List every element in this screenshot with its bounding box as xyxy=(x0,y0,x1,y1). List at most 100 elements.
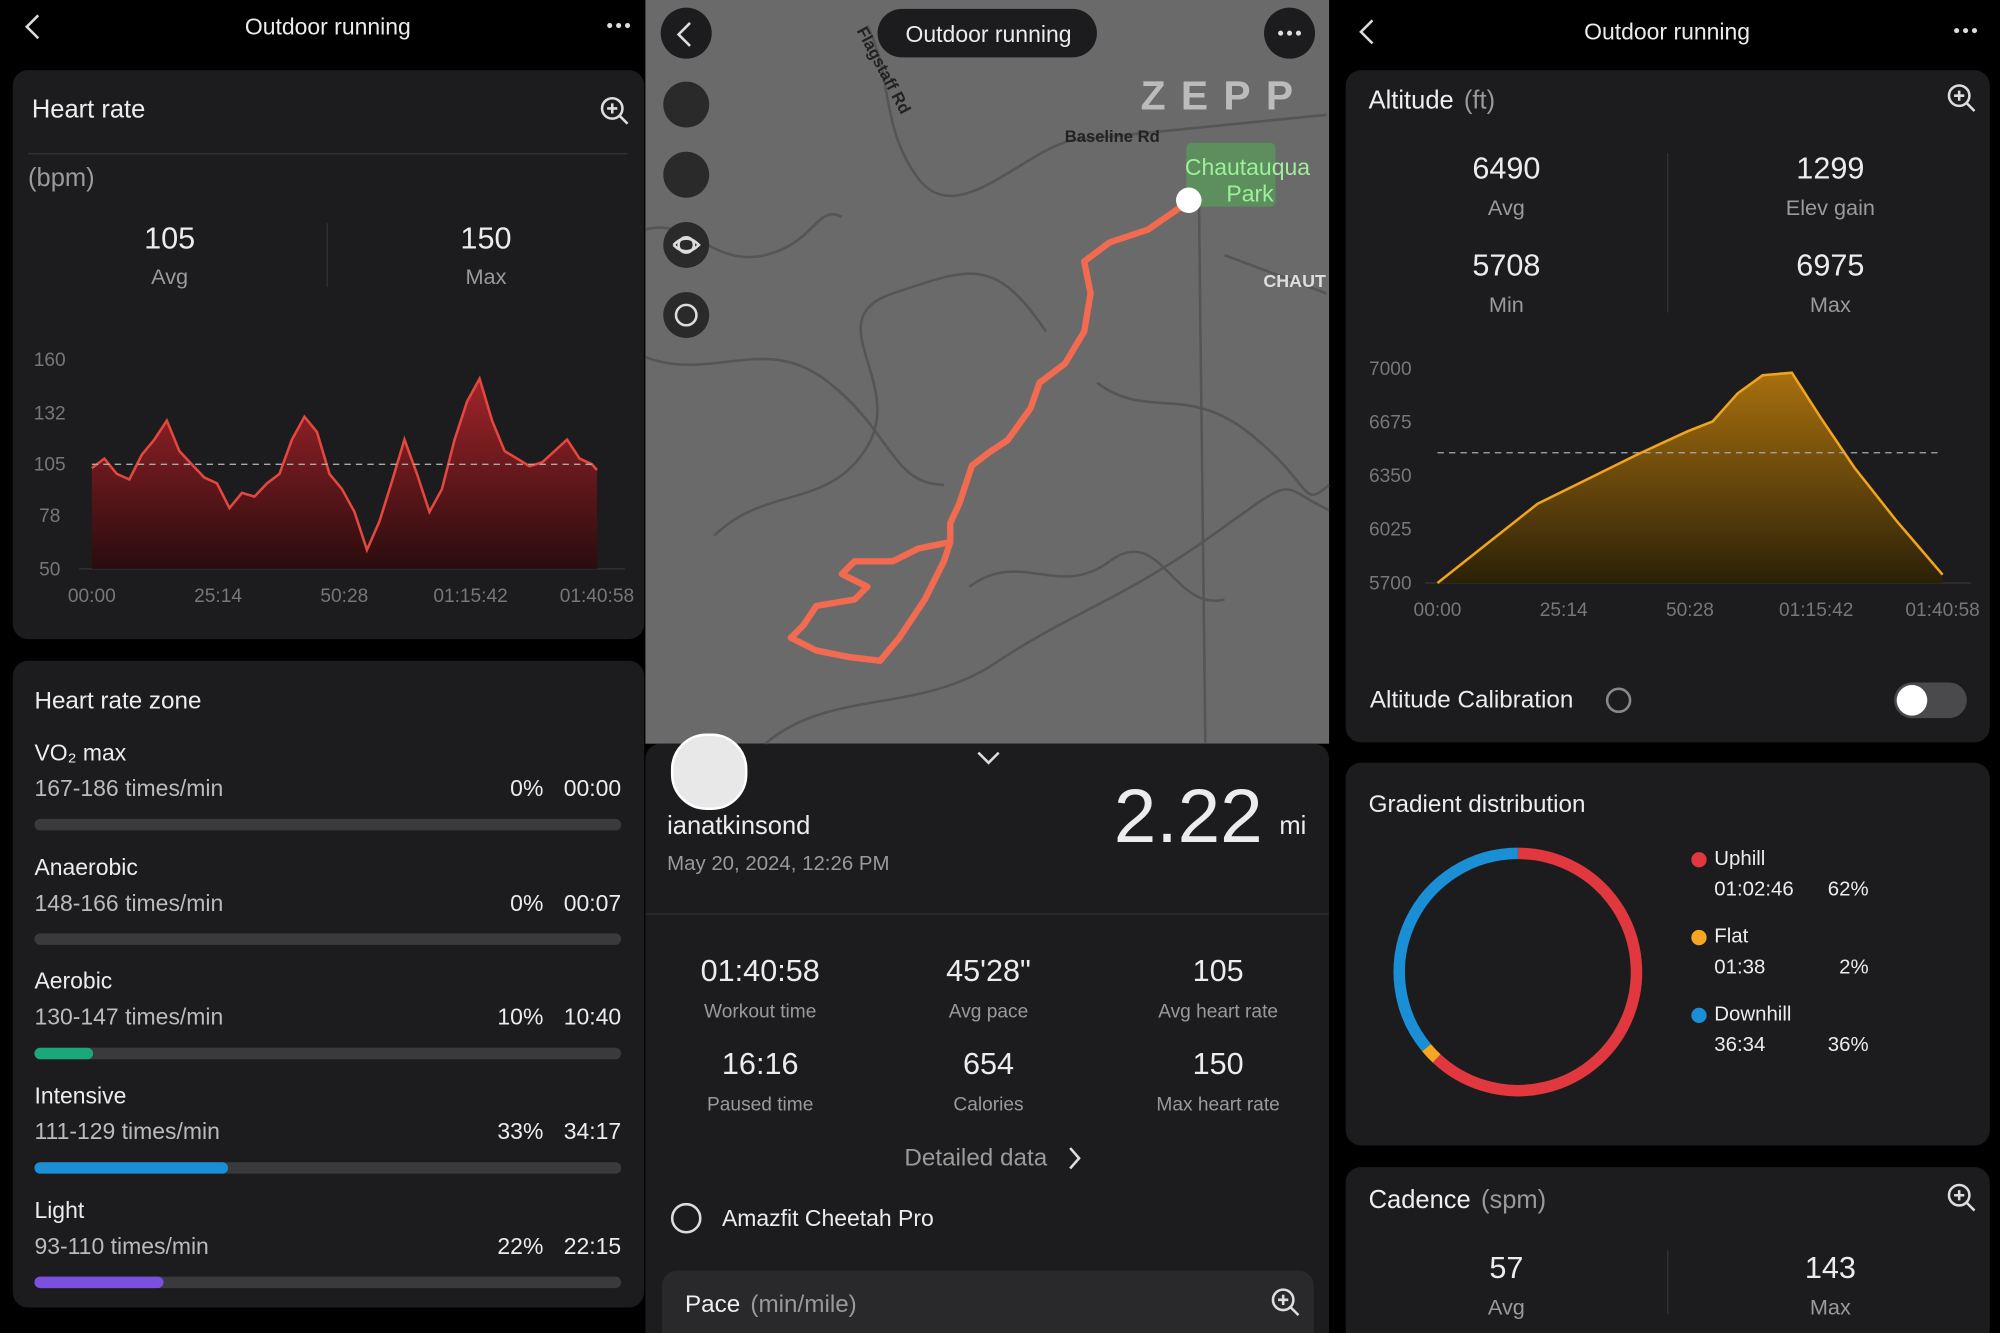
divider xyxy=(28,153,628,155)
y-tick-label: 6350 xyxy=(1369,466,1412,487)
card-title: Cadence xyxy=(1368,1186,1471,1215)
stat-value: 1299 xyxy=(1796,151,1865,187)
zone-time: 22:15 xyxy=(563,1233,622,1259)
zone-time: 10:40 xyxy=(563,1004,622,1030)
y-tick-label: 132 xyxy=(34,403,66,424)
x-tick-label: 50:28 xyxy=(1666,600,1714,621)
distance-unit: mi xyxy=(1279,812,1307,841)
zone-name: Intensive xyxy=(34,1083,127,1109)
stat-label: Max xyxy=(465,264,507,289)
map-logo: ZEPP xyxy=(1140,72,1309,119)
stat-label: Elev gain xyxy=(1785,195,1875,221)
zone-range: 111-129 times/min xyxy=(34,1118,220,1145)
stat-value: 6490 xyxy=(1472,151,1541,187)
toggle-knob xyxy=(1896,684,1928,716)
zone-name: Aerobic xyxy=(34,968,113,995)
zone-range: 167-186 times/min xyxy=(34,775,224,802)
zone-percent: 33% xyxy=(497,1118,544,1145)
stat-label: Workout time xyxy=(704,1000,817,1023)
back-button[interactable] xyxy=(660,7,712,59)
stat-value: 57 xyxy=(1489,1251,1524,1286)
legend-time: 01:02:46 xyxy=(1714,878,1794,901)
summary-sheet xyxy=(645,743,1330,1333)
zone-range: 148-166 times/min xyxy=(34,889,224,916)
legend-percent: 62% xyxy=(1827,878,1869,901)
legend-name: Downhill xyxy=(1714,1003,1792,1026)
x-tick-label: 01:40:58 xyxy=(1905,600,1979,621)
avatar[interactable] xyxy=(670,733,748,811)
stat-value: 16:16 xyxy=(721,1047,799,1082)
legend-name: Uphill xyxy=(1714,848,1766,870)
y-tick-label: 160 xyxy=(34,350,66,371)
area xyxy=(91,378,597,569)
zone-name: Light xyxy=(34,1197,85,1224)
map-label: Baseline Rd xyxy=(1064,126,1160,147)
divider xyxy=(326,223,328,288)
zone-time: 00:07 xyxy=(563,889,622,916)
x-tick-label: 01:40:58 xyxy=(560,586,634,607)
map xyxy=(645,0,1330,744)
x-tick-label: 00:00 xyxy=(68,586,116,607)
detailed-link: Detailed data xyxy=(904,1144,1048,1172)
stat-value: 143 xyxy=(1804,1251,1856,1286)
zones-card xyxy=(12,660,645,1308)
area xyxy=(1437,372,1943,583)
route xyxy=(787,198,1191,664)
y-tick-label: 105 xyxy=(34,455,66,476)
zone-percent: 0% xyxy=(510,889,544,916)
tool-button[interactable] xyxy=(663,292,710,339)
zone-percent: 22% xyxy=(497,1233,544,1259)
stat-value: 45'28" xyxy=(946,954,1031,989)
tool-button[interactable] xyxy=(663,81,710,128)
legend-dot xyxy=(1691,929,1707,946)
x-tick-label: 50:28 xyxy=(320,586,368,607)
zone-time: 34:17 xyxy=(563,1118,622,1145)
x-tick-label: 01:15:42 xyxy=(433,586,507,607)
map-tools xyxy=(663,81,710,339)
card-title: Altitude xyxy=(1368,86,1454,115)
map-roads xyxy=(644,24,1330,745)
header-title: Outdoor running xyxy=(244,14,411,40)
y-tick-label: 78 xyxy=(39,506,60,527)
card-title: Gradient distribution xyxy=(1368,791,1586,819)
y-tick-label: 50 xyxy=(39,559,60,580)
zone-percent: 0% xyxy=(510,775,544,802)
card-title: Heart rate xyxy=(31,95,146,124)
legend-time: 01:38 xyxy=(1714,956,1766,979)
donut-segment xyxy=(1432,847,1643,1097)
stat-label: Max xyxy=(1809,1295,1851,1320)
legend-percent: 2% xyxy=(1839,956,1869,979)
unit: (min/mile) xyxy=(750,1291,857,1319)
tool-button[interactable] xyxy=(663,221,710,268)
stat-label: Avg xyxy=(1487,1295,1525,1320)
header-title: Outdoor running xyxy=(1584,19,1751,45)
device-name: Amazfit Cheetah Pro xyxy=(721,1205,934,1231)
line xyxy=(91,375,598,554)
gradient-card xyxy=(1345,762,1990,1146)
zone-track xyxy=(34,818,622,831)
stat-label: Min xyxy=(1488,292,1524,317)
unit: (ft) xyxy=(1463,86,1496,115)
zone-bar xyxy=(34,1047,94,1060)
divider xyxy=(1667,1250,1669,1314)
park-area xyxy=(1186,142,1276,207)
date: May 20, 2024, 12:26 PM xyxy=(667,853,890,876)
cadence-title: Cadence (spm) xyxy=(1369,1188,1547,1214)
zone-bar xyxy=(34,1162,229,1174)
line xyxy=(1436,371,1944,584)
zone-name: VO₂ max xyxy=(34,739,127,766)
map-label: Chautauqua xyxy=(1184,154,1311,180)
legend-percent: 36% xyxy=(1827,1034,1869,1057)
stat-label: Avg xyxy=(1487,195,1525,221)
x-tick-label: 25:14 xyxy=(1540,600,1588,621)
header-pill xyxy=(877,8,1097,58)
stat-label: Calories xyxy=(953,1093,1024,1116)
calibration-label: Altitude Calibration xyxy=(1369,686,1574,714)
tool-button[interactable] xyxy=(663,151,710,198)
stat-label: Avg pace xyxy=(948,1000,1029,1023)
stat-value: 6975 xyxy=(1796,248,1865,284)
stat-value: 150 xyxy=(1192,1047,1244,1082)
